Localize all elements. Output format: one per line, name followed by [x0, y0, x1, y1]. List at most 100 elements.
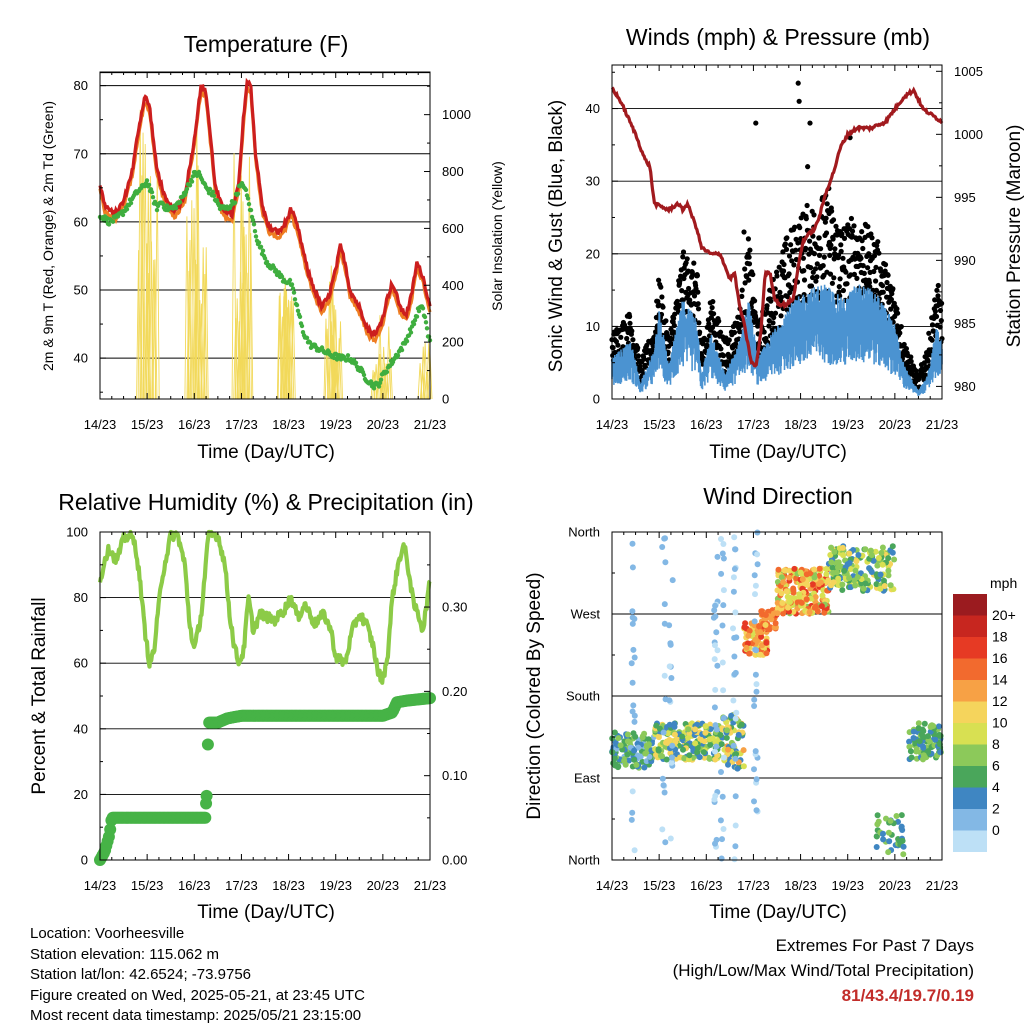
gust-dot — [860, 263, 866, 269]
direction-dot — [754, 561, 761, 568]
direction-dot — [899, 837, 906, 844]
direction-dot — [629, 679, 636, 686]
direction-dot — [671, 731, 678, 738]
gust-dot — [849, 228, 856, 234]
gust-dot — [793, 247, 799, 253]
gust-dot — [696, 320, 702, 326]
dewpoint-dot — [211, 193, 217, 198]
direction-dot — [723, 734, 730, 741]
dewpoint-dot — [184, 186, 190, 192]
direction-dot — [712, 686, 719, 693]
y-right-tick-label: 0.10 — [442, 768, 467, 783]
direction-dot — [862, 580, 869, 587]
direction-dot — [628, 816, 635, 823]
gust-dot — [869, 235, 875, 241]
direction-dot — [633, 761, 640, 768]
gust-dot — [935, 282, 941, 289]
speed-legend: mph 20+ 18 16 14 12 10 8 6 4 2 0 — [953, 575, 1017, 852]
direction-dot — [920, 756, 926, 763]
direction-dot — [731, 566, 738, 572]
dewpoint-dot — [253, 234, 259, 239]
direction-dot — [790, 608, 797, 615]
direction-dot — [714, 553, 721, 560]
gust-dot — [820, 263, 826, 269]
direction-dot — [635, 744, 642, 751]
direction-dot — [846, 575, 853, 582]
dewpoint-dot — [250, 217, 256, 223]
direction-dot — [732, 715, 739, 722]
direction-dot — [885, 829, 892, 836]
x-tick-label: 18/23 — [784, 417, 817, 432]
winds-plot: 14/23 15/23 16/23 17/23 18/23 19/23 20/23 21/23… — [586, 64, 983, 432]
gust-dot — [720, 353, 727, 359]
y-tick-label: 100 — [66, 525, 88, 540]
y-tick-label: 80 — [74, 78, 88, 93]
gust-dot — [858, 255, 864, 261]
direction-dot — [629, 788, 636, 795]
gust-dot — [795, 80, 801, 86]
station-info: Location: Voorheesville Station elevatio… — [30, 924, 365, 1027]
direction-dot — [615, 764, 621, 771]
solar-line — [248, 232, 254, 400]
gust-dot — [804, 202, 810, 209]
legend-label: 18 — [992, 629, 1008, 645]
gust-dot — [807, 238, 813, 244]
y-right-tick-label: 1005 — [954, 64, 983, 79]
direction-dot — [732, 755, 739, 762]
direction-dot — [758, 608, 765, 615]
direction-dot — [816, 565, 823, 572]
gust-dot — [792, 224, 798, 230]
direction-dot — [751, 703, 758, 709]
dewpoint-dot — [251, 222, 257, 227]
direction-dot — [624, 731, 631, 738]
winds-panel: Winds (mph) & Pressure (mb) Time (Day/UT… — [546, 24, 1024, 463]
gust-dot — [663, 318, 669, 324]
direction-dot — [835, 575, 842, 582]
direction-dot — [671, 723, 678, 730]
t2m-line — [98, 77, 432, 340]
gust-dot — [610, 345, 616, 351]
direction-dot — [732, 843, 739, 850]
direction-dot — [821, 609, 828, 616]
direction-dot — [932, 736, 939, 743]
direction-dot — [718, 536, 724, 542]
gust-dot — [797, 225, 803, 231]
gust-dot — [898, 324, 904, 330]
y-right-tick-label: 200 — [442, 335, 464, 350]
direction-dot — [719, 793, 726, 800]
temperature-ylabel-right: Solar Insolation (Yellow) — [489, 161, 505, 311]
direction-dot — [630, 702, 637, 709]
x-tick-label: 18/23 — [272, 878, 305, 893]
gust-dot — [938, 318, 944, 324]
direction-dot — [696, 754, 703, 761]
direction-dot — [835, 559, 842, 566]
direction-dot — [712, 756, 719, 763]
x-tick-label: 18/23 — [784, 878, 817, 893]
gust-dot — [833, 223, 839, 229]
gust-dot — [644, 342, 650, 348]
gust-dot — [627, 320, 633, 326]
gust-dot — [851, 271, 858, 277]
gust-dot — [926, 330, 932, 336]
gust-dot — [934, 287, 940, 293]
x-tick-label: 16/23 — [690, 878, 723, 893]
gust-dot — [800, 255, 807, 261]
gust-dot — [874, 243, 880, 249]
direction-dot — [752, 646, 759, 653]
solar-line — [246, 156, 252, 400]
direction-dot — [862, 546, 869, 553]
y-tick-label: 20 — [74, 787, 88, 802]
direction-dot — [780, 579, 787, 586]
legend-swatch — [953, 787, 987, 809]
solar-line — [194, 264, 200, 400]
dewpoint-dot — [279, 274, 285, 279]
dewpoint-dot — [299, 323, 305, 329]
direction-dot — [615, 735, 622, 742]
gust-dot — [782, 241, 789, 247]
direction-dot — [751, 798, 757, 805]
direction-dot — [717, 732, 724, 738]
dewpoint-dot — [154, 207, 160, 213]
gust-dot — [882, 262, 889, 268]
direction-dot — [712, 748, 718, 755]
direction-dot — [913, 748, 920, 755]
